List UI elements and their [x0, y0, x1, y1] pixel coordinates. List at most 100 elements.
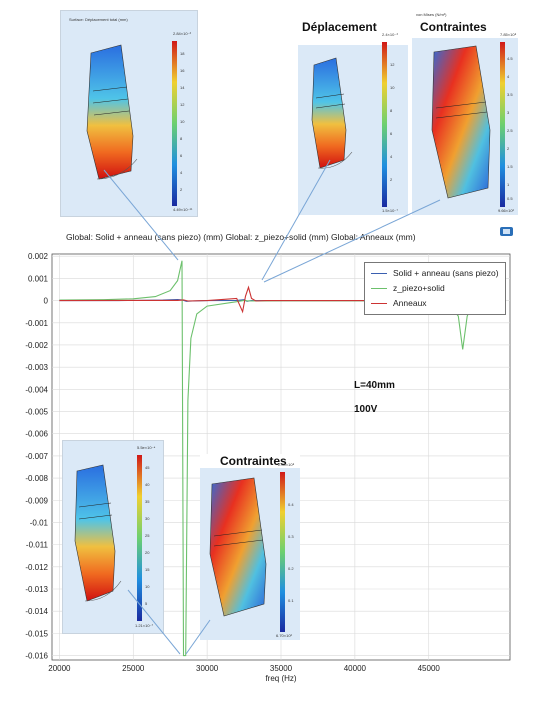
cbar-tick: 18: [180, 51, 185, 56]
cbar-tick: 12: [180, 102, 185, 107]
x-tick-label: 40000: [344, 664, 367, 673]
cbar-tick: 15: [145, 567, 150, 572]
cbar-tick: 3.5: [507, 92, 513, 97]
cbar-tick: 35: [145, 499, 150, 504]
cbar-max: 2.4×10⁻³: [382, 32, 398, 37]
cbar-tick: 16: [180, 68, 185, 73]
cbar-tick: 2.5: [507, 128, 513, 133]
cbar-tick: 1: [507, 182, 510, 187]
cbar-tick: 14: [180, 85, 185, 90]
cbar-tick: 0.1: [288, 598, 294, 603]
fem-displacement-plot: [298, 42, 408, 215]
cbar-tick: 2: [180, 187, 183, 192]
legend-swatch: [371, 273, 387, 274]
y-tick-label: -0.016: [25, 652, 48, 661]
inset-label-deplacement: Déplacement: [302, 20, 377, 34]
cbar-max: 7.85×10⁸: [500, 32, 517, 37]
cbar-tick: 0.5: [507, 196, 513, 201]
cbar-tick: 45: [145, 465, 150, 470]
y-tick-label: -0.009: [25, 496, 48, 505]
cbar-tick: 30: [145, 516, 150, 521]
x-tick-label: 30000: [196, 664, 219, 673]
y-tick-label: -0.002: [25, 341, 48, 350]
cbar-tick: 25: [145, 533, 150, 538]
axis-layer: 0.002 0.001 0 -0.001 -0.002 -0.003 -0.004 -0.00…: [25, 252, 440, 683]
cbar-tick: 12: [390, 62, 395, 67]
legend-item-anneaux: Anneaux: [371, 296, 499, 311]
inset-title: Surface: Déplacement total (mm): [69, 17, 128, 22]
cbar-tick: 1.5: [507, 164, 513, 169]
legend-swatch: [371, 303, 387, 304]
y-tick-label: -0.007: [25, 452, 48, 461]
y-tick-label: -0.003: [25, 363, 48, 372]
cbar-tick: 10: [145, 584, 150, 589]
cbar-tick: 8: [390, 108, 393, 113]
y-tick-label: -0.004: [25, 385, 48, 394]
cbar-tick: 4: [507, 74, 510, 79]
x-tick-label: 35000: [270, 664, 293, 673]
cbar-tick: 0.3: [288, 534, 294, 539]
inset-label-contraintes: Contraintes: [420, 20, 487, 34]
inset-bottom-right: Contraintes 2.00×10⁸ 6.70×10² 0.4 0.3 0.…: [200, 454, 300, 640]
y-tick-label: -0.008: [25, 474, 48, 483]
x-tick-label: 45000: [418, 664, 441, 673]
y-tick-label: -0.012: [25, 563, 48, 572]
y-tick-label: -0.01: [30, 518, 49, 527]
legend-label: Solid + anneau (sans piezo): [393, 268, 499, 278]
cbar-tick: 6: [180, 153, 183, 158]
chart-legend: Solid + anneau (sans piezo) z_piezo+soli…: [364, 262, 506, 315]
y-tick-label: -0.006: [25, 430, 48, 439]
series-line-2: [59, 285, 503, 314]
y-tick-label: -0.014: [25, 607, 48, 616]
export-icon[interactable]: [500, 227, 513, 236]
cbar-tick: 4: [180, 170, 183, 175]
cbar-tick: 4.5: [507, 56, 513, 61]
cbar-tick: 0.2: [288, 566, 294, 571]
cbar-min: 4.49×10⁻¹¹: [173, 207, 193, 212]
y-tick-label: -0.015: [25, 629, 48, 638]
x-axis-label: freq (Hz): [265, 674, 296, 683]
fem-stress-plot: [412, 38, 518, 215]
y-tick-label: 0.002: [28, 252, 49, 261]
fem-displacement-plot: [86, 41, 177, 206]
legend-item-zpiezo: z_piezo+solid: [371, 281, 499, 296]
inset-top-middle: Déplacement 2.4×10⁻³ 1.5×10⁻⁷ 12 10 8 6 …: [298, 10, 408, 215]
cbar-min: 9.66×10²: [498, 208, 514, 213]
y-tick-label: 0.001: [28, 274, 49, 283]
cbar-min: 6.70×10²: [276, 633, 292, 638]
y-tick-label: -0.001: [25, 319, 48, 328]
fem-stress-plot: [200, 468, 300, 640]
y-tick-label: -0.011: [26, 541, 49, 550]
cbar-max: 2.84×10⁻³: [173, 31, 192, 36]
cbar-tick: 2: [390, 177, 393, 182]
annotation-length: L=40mm: [354, 380, 395, 391]
cbar-tick: 0.4: [288, 502, 294, 507]
cbar-max: 2.00×10⁸: [278, 462, 295, 467]
plot-title: Global: Solid + anneau (sans piezo) (mm)…: [66, 232, 416, 242]
inset-bottom-left: 5.5e×10⁻⁴ 1.21×10⁻⁷ 45 40 35 30 25 20 15…: [62, 440, 164, 634]
x-tick-label: 20000: [48, 664, 71, 673]
y-tick-label: 0: [44, 297, 49, 306]
cbar-tick: 20: [145, 550, 150, 555]
cbar-tick: 40: [145, 482, 150, 487]
cbar-tick: 10: [180, 119, 185, 124]
cbar-tick: 8: [180, 136, 183, 141]
x-tick-label: 25000: [122, 664, 145, 673]
annotation-voltage: 100V: [354, 404, 378, 415]
inset-label-contraintes: Contraintes: [220, 454, 287, 468]
cbar-tick: 5: [145, 601, 148, 606]
legend-label: Anneaux: [393, 298, 427, 308]
cbar-tick: 4: [390, 154, 393, 159]
y-tick-label: -0.013: [25, 585, 48, 594]
cbar-min: 1.21×10⁻⁷: [135, 623, 154, 628]
fem-displacement-plot: [74, 455, 142, 621]
cbar-tick: 2: [507, 146, 510, 151]
inset-title: von Mises (N/m²): [416, 12, 447, 17]
legend-item-solid: Solid + anneau (sans piezo): [371, 266, 499, 281]
cbar-max: 5.5e×10⁻⁴: [137, 445, 156, 450]
cbar-tick: 6: [390, 131, 393, 136]
cbar-tick: 10: [390, 85, 395, 90]
inset-top-right: Contraintes von Mises (N/m²) 7.85×10⁸ 9.…: [412, 10, 518, 215]
cbar-tick: 3: [507, 110, 510, 115]
legend-label: z_piezo+solid: [393, 283, 445, 293]
